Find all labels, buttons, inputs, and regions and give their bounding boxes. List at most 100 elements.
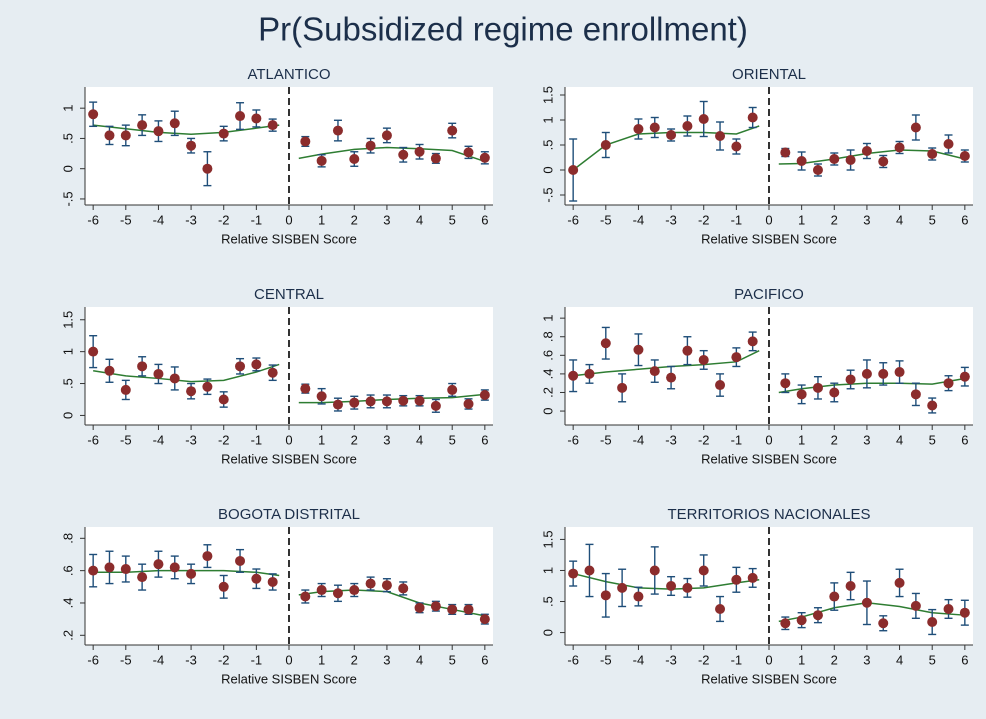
y-tick-label: 0: [60, 165, 75, 172]
x-tick-label: 6: [961, 432, 968, 447]
x-tick-label: -3: [185, 432, 197, 447]
point: [845, 155, 856, 165]
point: [153, 368, 164, 379]
point: [447, 125, 458, 136]
x-tick-label: 1: [318, 652, 325, 667]
point: [169, 373, 180, 384]
y-tick-label: .5: [540, 596, 555, 607]
x-tick-label: -5: [600, 652, 612, 667]
x-tick-label: -6: [87, 652, 99, 667]
y-tick-label: 0: [540, 407, 555, 414]
point: [316, 391, 327, 402]
point: [649, 366, 660, 377]
x-tick-label: -5: [120, 432, 132, 447]
point: [414, 395, 425, 406]
point: [332, 399, 343, 410]
point: [682, 582, 693, 593]
x-tick-label: 1: [318, 212, 325, 227]
point: [747, 572, 758, 583]
point: [796, 156, 807, 166]
x-tick-label: -6: [567, 652, 579, 667]
point: [300, 383, 311, 394]
point: [251, 359, 262, 370]
x-tick-label: 3: [863, 212, 870, 227]
x-tick-label: -2: [218, 432, 230, 447]
x-tick-label: 4: [896, 652, 903, 667]
x-tick-label: 6: [961, 652, 968, 667]
x-tick-label: -5: [120, 212, 132, 227]
x-tick-label: 3: [383, 212, 390, 227]
x-axis-title: Relative SISBEN Score: [221, 671, 357, 686]
x-tick-label: -5: [600, 212, 612, 227]
y-tick-label: -.5: [60, 191, 75, 206]
x-tick-label: -4: [633, 432, 645, 447]
x-tick-label: 0: [285, 212, 292, 227]
point: [300, 136, 311, 147]
panel-title: ATLANTICO: [247, 66, 330, 83]
point: [381, 130, 392, 141]
x-tick-label: 2: [351, 652, 358, 667]
point: [666, 130, 677, 140]
x-axis-title: Relative SISBEN Score: [701, 671, 837, 686]
x-tick-label: 2: [351, 432, 358, 447]
x-tick-label: -5: [600, 432, 612, 447]
x-tick-label: 2: [831, 212, 838, 227]
y-tick-label: .5: [60, 378, 75, 389]
y-tick-label: 1.5: [60, 311, 75, 329]
point: [88, 346, 99, 357]
y-tick-label: 0: [540, 166, 555, 173]
point: [878, 156, 889, 167]
x-tick-label: -2: [218, 652, 230, 667]
point: [365, 140, 376, 151]
point: [633, 344, 644, 355]
point: [894, 577, 905, 588]
y-tick-label: 0: [60, 412, 75, 419]
point: [447, 384, 458, 395]
x-tick-label: -1: [731, 212, 743, 227]
y-tick-label: 1.5: [540, 86, 555, 104]
point: [812, 382, 823, 393]
point: [398, 395, 409, 406]
point: [633, 124, 644, 134]
point: [218, 128, 229, 139]
x-axis-title: Relative SISBEN Score: [221, 231, 357, 246]
point: [812, 165, 823, 175]
y-tick-label: .5: [540, 140, 555, 151]
point: [104, 130, 115, 141]
x-tick-label: 6: [481, 652, 488, 667]
x-tick-label: -4: [153, 652, 165, 667]
x-tick-label: 2: [831, 652, 838, 667]
x-tick-label: -3: [665, 212, 677, 227]
y-tick-label: .6: [540, 350, 555, 361]
x-tick-label: -1: [251, 652, 263, 667]
point: [584, 368, 595, 379]
x-tick-label: -4: [633, 652, 645, 667]
point: [463, 147, 474, 158]
x-tick-label: 0: [765, 212, 772, 227]
point: [943, 139, 954, 149]
point: [120, 130, 131, 141]
chart-title: Pr(Subsidized regime enrollment): [258, 11, 748, 48]
y-tick-label: .6: [60, 565, 75, 576]
x-tick-label: 1: [318, 432, 325, 447]
y-tick-label: 1: [60, 105, 75, 112]
point: [861, 368, 872, 379]
x-tick-label: -4: [153, 212, 165, 227]
point: [235, 555, 246, 566]
x-tick-label: 4: [896, 212, 903, 227]
x-tick-label: -4: [153, 432, 165, 447]
point: [332, 125, 343, 136]
point: [829, 154, 840, 164]
x-tick-label: 0: [285, 432, 292, 447]
y-tick-label: .8: [60, 533, 75, 544]
point: [202, 551, 213, 562]
point: [251, 573, 262, 584]
point: [959, 151, 970, 161]
point: [927, 400, 938, 411]
x-tick-label: 0: [765, 432, 772, 447]
x-tick-label: -2: [698, 432, 710, 447]
point: [202, 163, 213, 174]
point: [365, 578, 376, 589]
point: [568, 165, 579, 175]
x-tick-label: 5: [449, 212, 456, 227]
